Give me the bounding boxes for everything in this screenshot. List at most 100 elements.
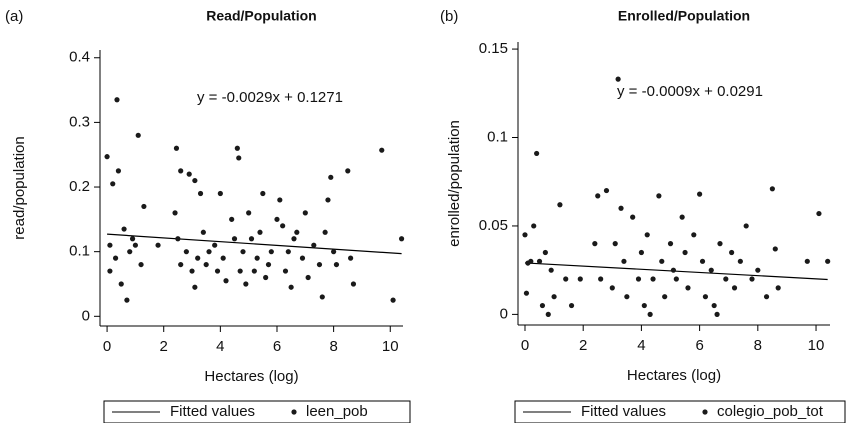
point — [236, 155, 242, 161]
point — [331, 249, 337, 255]
point — [697, 191, 703, 197]
point — [398, 236, 405, 242]
equation: y = -0.0009x + 0.0291 — [617, 83, 763, 100]
point — [379, 147, 385, 153]
x-axis-label: Hectares (log) — [204, 368, 298, 385]
point — [350, 281, 357, 287]
x-tick-label: 10 — [382, 338, 399, 355]
point — [523, 290, 530, 296]
point — [682, 249, 688, 256]
point — [729, 249, 735, 256]
point — [612, 241, 618, 247]
panel-label: (a) — [5, 8, 23, 25]
point — [714, 311, 720, 317]
point — [311, 242, 317, 248]
x-tick-label: 8 — [329, 338, 337, 355]
point — [536, 258, 543, 264]
x-tick-label: 10 — [808, 337, 825, 354]
point — [195, 255, 201, 261]
point — [699, 258, 706, 264]
point — [173, 145, 180, 151]
x-tick-label: 6 — [695, 337, 703, 354]
point — [186, 171, 192, 177]
y-tick-label: 0.3 — [69, 113, 90, 130]
legend-label: Fitted values — [581, 403, 666, 420]
point — [288, 284, 294, 290]
fitted-line — [107, 233, 402, 255]
y-tick-label: 0.2 — [69, 178, 90, 195]
point — [107, 268, 113, 274]
fitted-line — [524, 262, 828, 281]
point — [200, 229, 206, 235]
point — [816, 210, 822, 217]
y-axis-label: read/population — [11, 136, 28, 239]
point — [254, 255, 260, 261]
x-tick-label: 4 — [216, 338, 224, 355]
point — [121, 226, 127, 232]
x-tick-label: 2 — [160, 338, 168, 355]
point — [124, 297, 130, 303]
point — [183, 249, 189, 255]
point — [299, 255, 306, 261]
legend-label: Fitted values — [170, 403, 255, 420]
point — [656, 193, 662, 199]
legend-marker — [291, 409, 297, 415]
point — [644, 232, 650, 238]
legend-label: leen_pob — [306, 403, 368, 420]
point — [775, 285, 781, 291]
point — [294, 229, 300, 235]
point — [206, 249, 212, 255]
point — [534, 150, 540, 157]
point — [237, 268, 243, 274]
point — [172, 210, 178, 216]
point — [708, 267, 714, 273]
point — [212, 242, 218, 248]
point — [345, 168, 351, 174]
point — [390, 297, 396, 303]
y-axis-label: enrolled/population — [446, 120, 463, 247]
point — [595, 193, 601, 199]
point — [673, 276, 679, 282]
point — [234, 145, 240, 151]
point — [231, 236, 238, 242]
point — [305, 274, 311, 281]
point — [112, 255, 119, 261]
y-tick-label: 0.1 — [487, 128, 508, 145]
point — [243, 281, 249, 287]
equation: y = -0.0029x + 0.1271 — [197, 89, 343, 106]
point — [592, 241, 598, 247]
point — [178, 168, 184, 174]
point — [251, 268, 257, 274]
point — [192, 177, 198, 184]
point — [325, 197, 331, 203]
point — [107, 242, 113, 248]
x-tick-label: 0 — [103, 338, 111, 355]
point — [189, 268, 195, 274]
point — [772, 246, 778, 252]
point — [203, 261, 209, 268]
chart-title: Read/Population — [206, 8, 316, 24]
point — [641, 302, 647, 309]
y-tick-label: 0.1 — [69, 243, 90, 260]
point — [268, 249, 274, 255]
point — [763, 294, 770, 300]
legend-label: colegio_pob_tot — [717, 403, 824, 420]
y-tick-label: 0 — [82, 307, 90, 324]
x-tick-label: 2 — [579, 337, 587, 354]
point — [302, 210, 308, 216]
point — [659, 258, 665, 264]
point — [104, 154, 110, 160]
point — [114, 97, 120, 103]
point — [711, 302, 717, 309]
point — [248, 236, 255, 242]
point — [624, 294, 630, 300]
point — [568, 302, 575, 309]
point — [542, 249, 548, 256]
point — [110, 181, 116, 187]
point — [197, 190, 204, 197]
point — [755, 267, 761, 273]
point — [522, 232, 528, 238]
point — [322, 229, 328, 235]
x-tick-label: 6 — [273, 338, 281, 355]
point — [638, 249, 645, 256]
